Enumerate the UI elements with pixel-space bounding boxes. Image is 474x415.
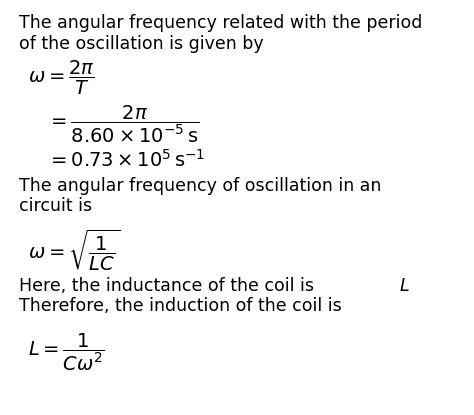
Text: $L = \dfrac{1}{C\omega^{2}}$: $L = \dfrac{1}{C\omega^{2}}$ xyxy=(28,332,105,373)
Text: Here, the inductance of the coil is: Here, the inductance of the coil is xyxy=(18,277,319,295)
Text: $= \dfrac{2\pi}{8.60\times10^{-5}\,\mathrm{s}}$: $= \dfrac{2\pi}{8.60\times10^{-5}\,\math… xyxy=(46,104,199,145)
Text: $\omega = \sqrt{\dfrac{1}{LC}}$: $\omega = \sqrt{\dfrac{1}{LC}}$ xyxy=(28,228,120,273)
Text: $\it{L}$: $\it{L}$ xyxy=(399,277,410,295)
Text: of the oscillation is given by: of the oscillation is given by xyxy=(18,34,263,53)
Text: The angular frequency of oscillation in an: The angular frequency of oscillation in … xyxy=(18,177,387,195)
Text: circuit is: circuit is xyxy=(18,197,92,215)
Text: The angular frequency related with the period: The angular frequency related with the p… xyxy=(18,14,422,32)
Text: $= 0.73\times10^{5}\,\mathrm{s}^{-1}$: $= 0.73\times10^{5}\,\mathrm{s}^{-1}$ xyxy=(46,149,205,171)
Text: Therefore, the induction of the coil is: Therefore, the induction of the coil is xyxy=(18,297,341,315)
Text: $\omega = \dfrac{2\pi}{T}$: $\omega = \dfrac{2\pi}{T}$ xyxy=(28,59,95,97)
